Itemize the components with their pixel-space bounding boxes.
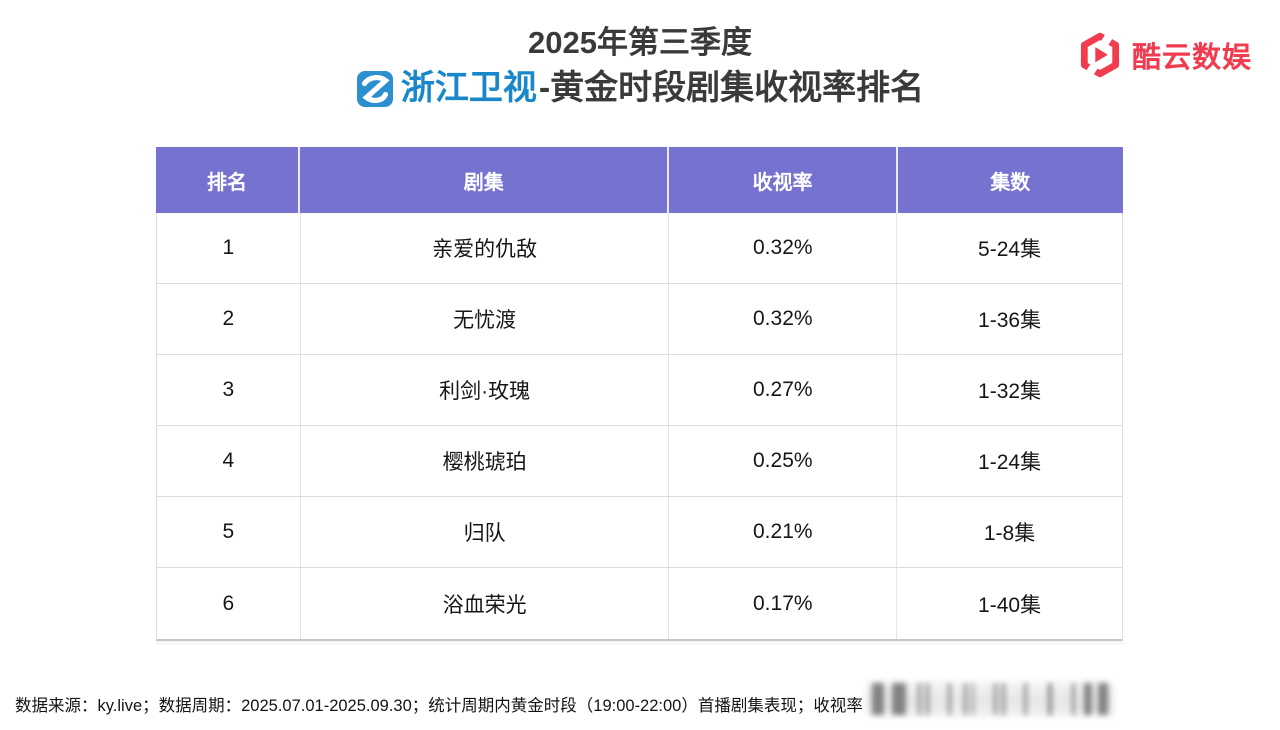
column-header-episodes: 集数 xyxy=(990,171,1031,194)
rank-cell: 3 xyxy=(157,355,301,425)
table-row: 4 樱桃琥珀 0.25% 1-24集 xyxy=(157,426,1122,497)
rating-cell: 0.27% xyxy=(669,355,898,425)
rating-cell: 0.32% xyxy=(669,213,898,283)
kuyun-logo: 酷云数娱 xyxy=(1077,32,1252,78)
redaction-bar xyxy=(1071,683,1075,715)
drama-title-cell: 浴血荣光 xyxy=(301,568,670,639)
report-title-line1: 2025年第三季度 xyxy=(528,25,752,60)
redaction-bar xyxy=(891,683,906,715)
redaction-bar xyxy=(993,683,997,715)
rank-cell: 2 xyxy=(157,284,301,354)
redaction-bar xyxy=(1047,683,1052,715)
redaction-bar xyxy=(917,683,921,715)
drama-title-cell: 无忧渡 xyxy=(301,284,670,354)
rating-cell: 0.32% xyxy=(669,284,898,354)
redacted-text-blur xyxy=(865,675,1118,723)
table-body: 1 亲爱的仇敌 0.32% 5-24集 2 无忧渡 0.32% 1-36集 3 … xyxy=(156,213,1123,641)
redaction-bar xyxy=(963,683,967,715)
ratings-table: 排名 剧集 收视率 集数 1 亲爱的仇敌 0.32% 5-24集 2 无忧渡 0… xyxy=(156,147,1123,641)
report-title-line2: 浙江卫视 -黄金时段剧集收视率排名 xyxy=(0,68,1280,108)
table-row: 1 亲爱的仇敌 0.32% 5-24集 xyxy=(157,213,1122,284)
rating-cell: 0.17% xyxy=(669,568,898,639)
redaction-bar xyxy=(871,683,884,715)
footer-note: 数据来源：ky.live；数据周期：2025.07.01-2025.09.30；… xyxy=(15,680,1118,728)
episodes-cell: 1-8集 xyxy=(983,522,1036,545)
redaction-bar xyxy=(925,683,929,715)
episodes-cell: 1-24集 xyxy=(978,451,1042,474)
table-row: 6 浴血荣光 0.17% 1-40集 xyxy=(157,568,1122,639)
column-header-rating: 收视率 xyxy=(669,147,898,213)
kuyun-logo-icon xyxy=(1080,32,1120,78)
rank-cell: 6 xyxy=(157,568,301,639)
data-source-note: 数据来源：ky.live；数据周期：2025.07.01-2025.09.30；… xyxy=(15,697,863,715)
kuyun-brand-text: 酷云数娱 xyxy=(1131,42,1252,74)
zhejiang-tv-logo-icon xyxy=(356,70,393,107)
column-header-drama: 剧集 xyxy=(300,147,670,213)
redaction-bar xyxy=(1097,683,1108,715)
redaction-bar xyxy=(1023,683,1027,715)
episodes-cell: 1-36集 xyxy=(978,309,1042,332)
rank-cell: 1 xyxy=(157,213,301,283)
redaction-bar xyxy=(1001,683,1005,715)
redaction-bar xyxy=(1083,683,1092,715)
drama-title-cell: 归队 xyxy=(301,497,670,567)
episodes-cell: 1-40集 xyxy=(978,593,1042,617)
column-header-rank: 排名 xyxy=(156,147,301,213)
table-header-row: 排名 剧集 收视率 集数 xyxy=(156,147,1123,213)
zhejiang-tv-brand-text: 浙江卫视 xyxy=(400,68,537,107)
drama-title-cell: 亲爱的仇敌 xyxy=(301,213,670,283)
episodes-cell: 1-32集 xyxy=(978,380,1042,403)
rating-cell: 0.25% xyxy=(669,426,898,496)
rating-cell: 0.21% xyxy=(669,497,898,567)
episodes-cell: 5-24集 xyxy=(978,238,1042,261)
zhejiang-tv-brand: 浙江卫视 xyxy=(356,68,537,108)
redaction-bar xyxy=(971,683,974,715)
drama-title-cell: 利剑·玫瑰 xyxy=(301,355,670,425)
report-header: 2025年第三季度 浙江卫视 -黄金时段剧集收视率排名 xyxy=(0,25,1280,108)
table-row: 5 归队 0.21% 1-8集 xyxy=(157,497,1122,568)
rank-cell: 5 xyxy=(157,497,301,567)
redaction-bar xyxy=(947,683,951,715)
table-row: 3 利剑·玫瑰 0.27% 1-32集 xyxy=(157,355,1122,426)
table-row: 2 无忧渡 0.32% 1-36集 xyxy=(157,284,1122,355)
drama-title-cell: 樱桃琥珀 xyxy=(301,426,670,496)
report-title-line2-suffix: -黄金时段剧集收视率排名 xyxy=(538,68,925,107)
rank-cell: 4 xyxy=(157,426,301,496)
